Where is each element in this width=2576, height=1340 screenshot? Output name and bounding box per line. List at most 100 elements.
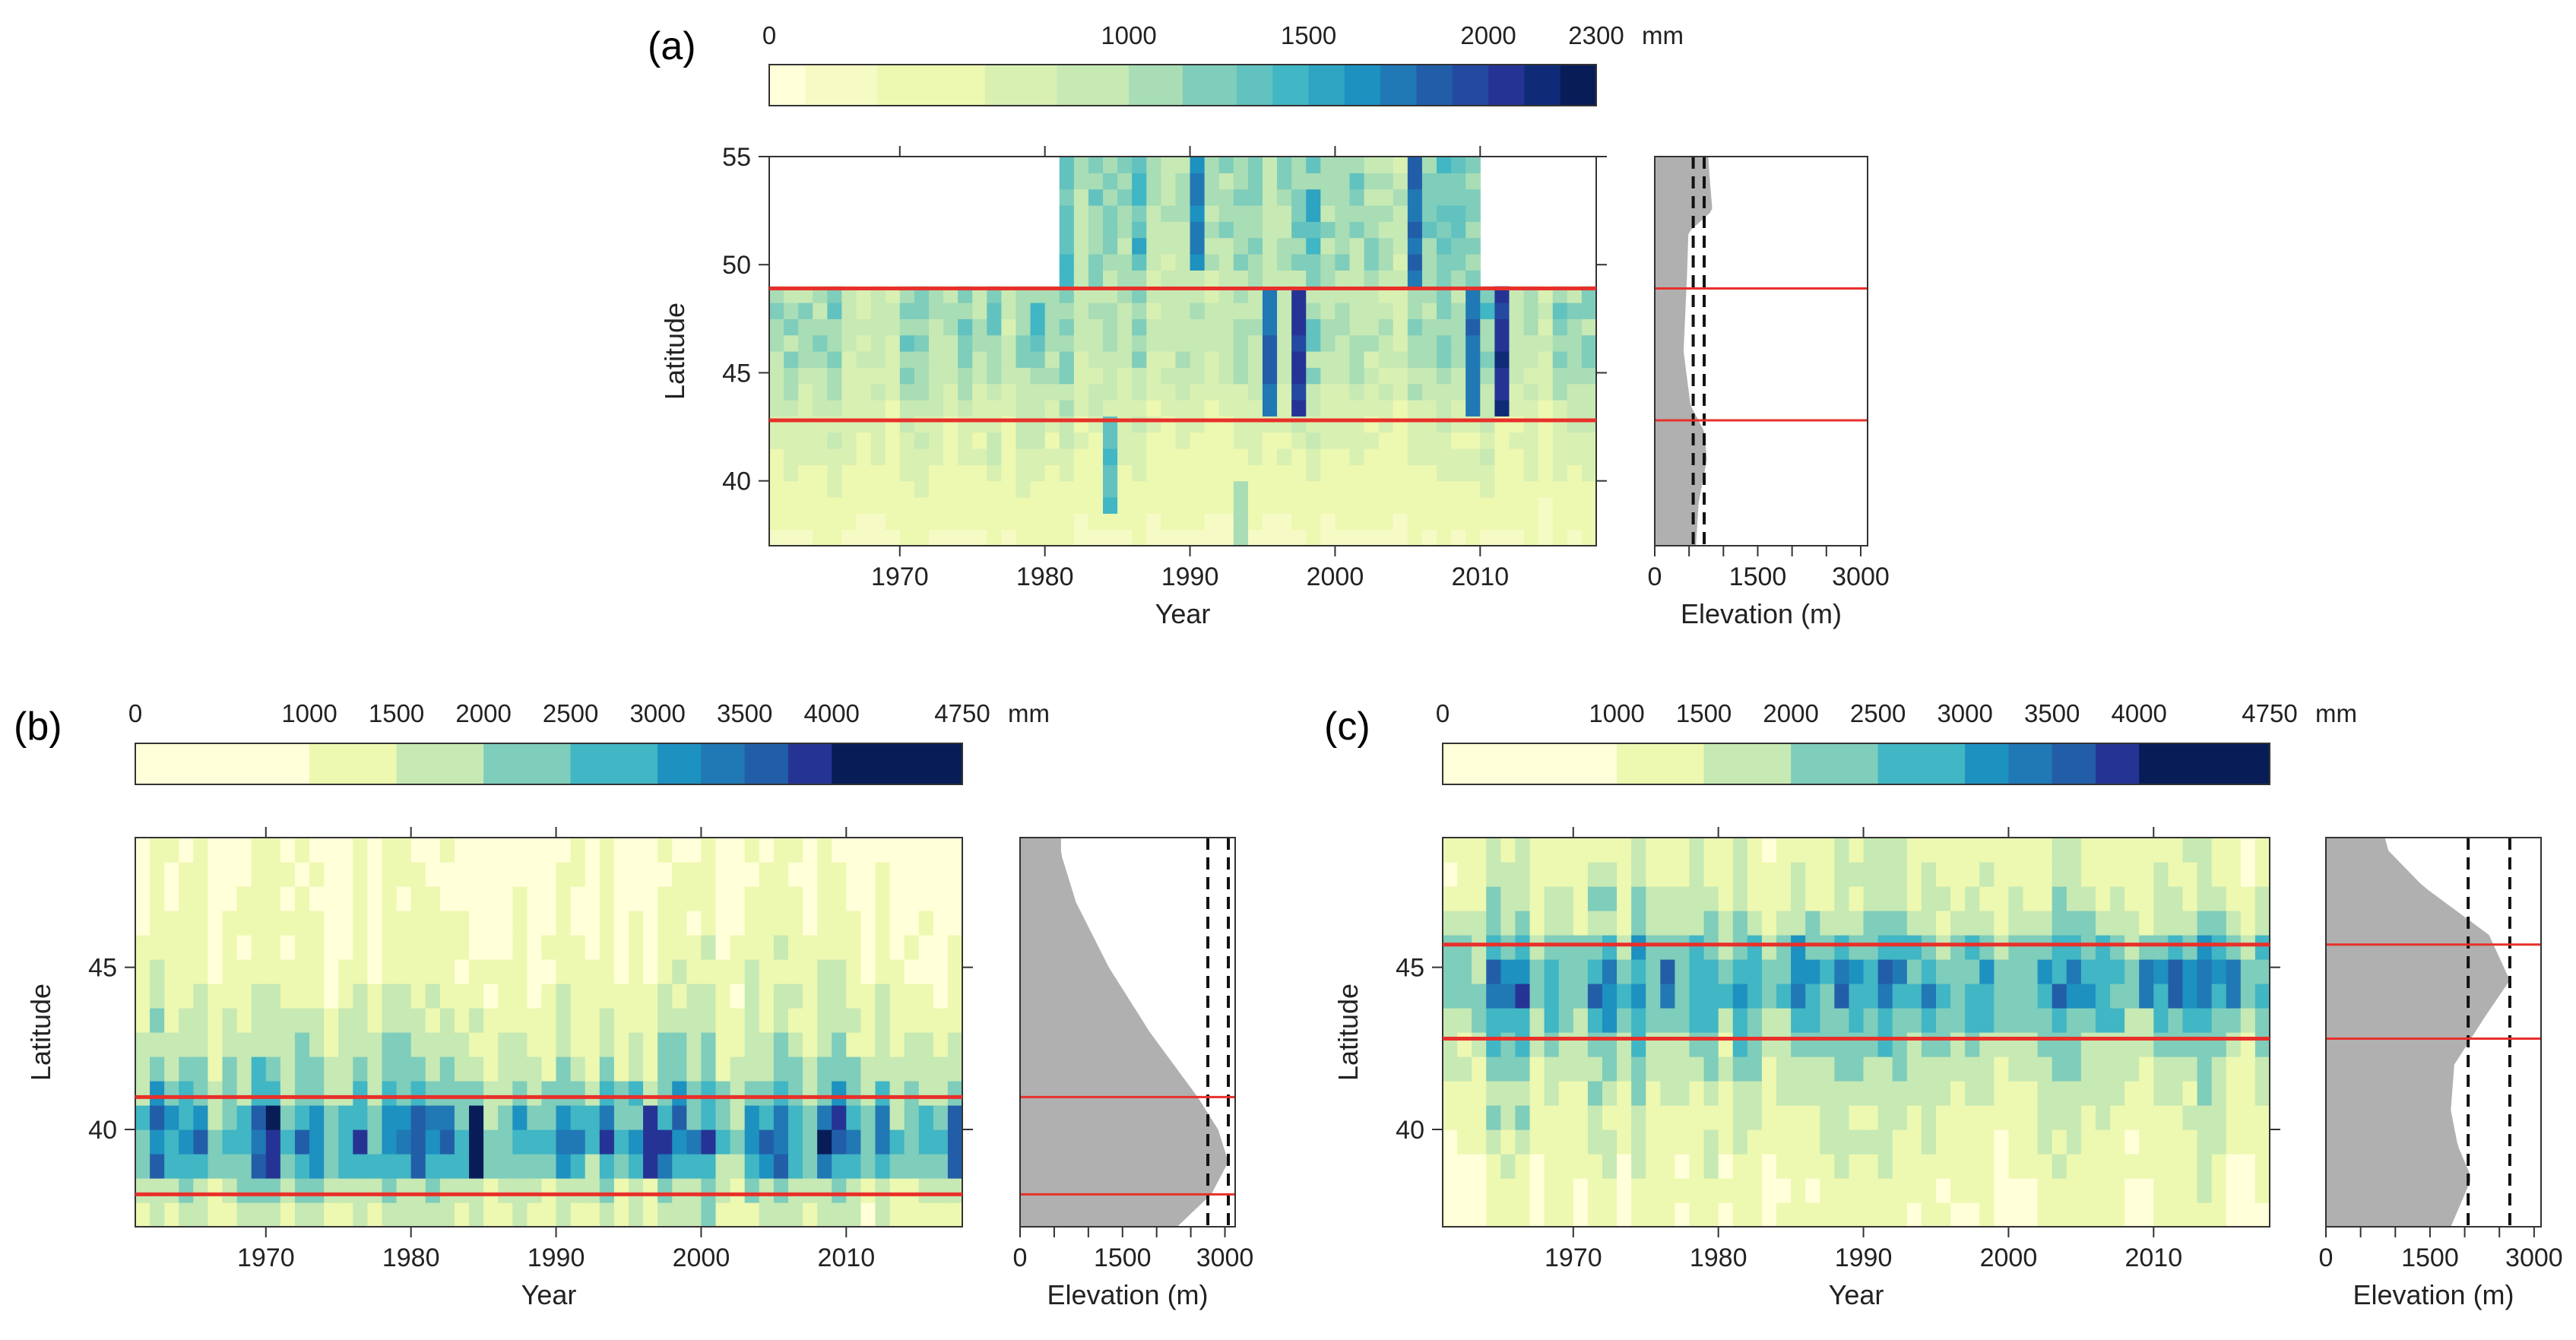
- heatmap-cell: [744, 1056, 760, 1082]
- heatmap-cell: [1190, 513, 1206, 531]
- heatmap-cell: [773, 862, 789, 887]
- heatmap-cell: [1349, 270, 1365, 287]
- heatmap-cell: [1044, 383, 1060, 401]
- heatmap-cell: [846, 1081, 861, 1106]
- heatmap-cell: [1030, 480, 1046, 498]
- heatmap-cell: [1335, 303, 1351, 319]
- heatmap-cell: [1965, 911, 1980, 936]
- heatmap-cell: [841, 480, 857, 498]
- heatmap-cell: [1117, 270, 1133, 287]
- heatmap-cell: [1175, 205, 1191, 222]
- heatmap-cell: [1675, 935, 1690, 960]
- heatmap-cell: [1175, 318, 1191, 336]
- heatmap-cell: [1190, 367, 1206, 385]
- heatmap-cell: [1480, 318, 1495, 336]
- heatmap-cell: [1233, 334, 1249, 352]
- heatmap-cell: [2095, 838, 2111, 863]
- heatmap-cell: [947, 1202, 963, 1228]
- heatmap-cell: [1581, 464, 1597, 482]
- heatmap-cell: [1349, 334, 1365, 352]
- heatmap-cell: [1935, 1032, 1951, 1057]
- heatmap-cell: [222, 935, 238, 960]
- heatmap-cell: [827, 448, 843, 465]
- heatmap-cell: [150, 1008, 165, 1033]
- heatmap-cell: [1538, 334, 1554, 352]
- heatmap-cell: [599, 935, 615, 960]
- heatmap-cell: [1877, 862, 1893, 887]
- heatmap-cell: [817, 1129, 832, 1155]
- colorbar-swatch: [2052, 743, 2096, 784]
- heatmap-cell: [1500, 862, 1516, 887]
- heatmap-cell: [338, 838, 353, 863]
- heatmap-cell: [1457, 1178, 1472, 1203]
- heatmap-cell: [1480, 367, 1495, 385]
- heatmap-cell: [1877, 1056, 1893, 1082]
- heatmap-cell: [512, 1178, 528, 1203]
- heatmap-cell: [454, 1105, 470, 1130]
- heatmap-cell: [1552, 400, 1568, 417]
- heatmap-cell: [469, 1202, 484, 1228]
- heatmap-cell: [2139, 911, 2154, 936]
- heatmap-cell: [1552, 303, 1568, 319]
- heatmap-cell: [1994, 1178, 2010, 1203]
- heatmap-cell: [222, 1105, 238, 1130]
- heatmap-cell: [1218, 318, 1234, 336]
- heatmap-cell: [1218, 188, 1234, 206]
- panel-label: (c): [1324, 705, 1370, 749]
- heatmap-cell: [2052, 1202, 2067, 1228]
- heatmap-cell: [1175, 529, 1191, 546]
- heatmap-cell: [309, 886, 325, 911]
- heatmap-cell: [803, 959, 818, 984]
- heatmap-cell: [1103, 464, 1118, 482]
- heatmap-cell: [1349, 351, 1365, 368]
- heatmap-cell: [870, 318, 886, 336]
- heatmap-cell: [1558, 1154, 1574, 1179]
- heatmap-cell: [686, 1056, 702, 1082]
- heatmap-cell: [1523, 497, 1539, 514]
- heatmap-cell: [353, 984, 369, 1009]
- heatmap-cell: [1247, 286, 1263, 303]
- heatmap-cell: [1877, 984, 1893, 1009]
- heatmap-cell: [769, 464, 784, 482]
- heatmap-cell: [1892, 1056, 1908, 1082]
- heatmap-cell: [2066, 1032, 2082, 1057]
- heatmap-cell: [2008, 935, 2024, 960]
- heatmap-cell: [1877, 1178, 1893, 1203]
- heatmap-cell: [1291, 367, 1307, 385]
- heatmap-cell: [672, 935, 687, 960]
- heatmap-cell: [643, 1032, 658, 1057]
- heatmap-cell: [2037, 1105, 2053, 1130]
- heatmap-cell: [1393, 205, 1408, 222]
- heatmap-cell: [1320, 448, 1336, 465]
- heatmap-cell: [2110, 1008, 2125, 1033]
- heatmap-cell: [1689, 1154, 1705, 1179]
- heatmap-cell: [1906, 1202, 1922, 1228]
- heatmap-cell: [1277, 286, 1292, 303]
- x-axis-label: Year: [1829, 1279, 1884, 1310]
- heatmap-cell: [2080, 838, 2096, 863]
- heatmap-cell: [2211, 1202, 2227, 1228]
- heatmap-cell: [1602, 838, 1618, 863]
- heatmap-cell: [193, 1008, 209, 1033]
- heatmap-cell: [1965, 1105, 1980, 1130]
- heatmap-cell: [885, 448, 901, 465]
- heatmap-cell: [2124, 1129, 2140, 1155]
- heatmap-cell: [928, 367, 944, 385]
- heatmap-cell: [1407, 270, 1423, 287]
- x-axis-label: Year: [1155, 598, 1211, 629]
- heatmap-cell: [856, 497, 872, 514]
- heatmap-cell: [396, 838, 412, 863]
- heatmap-cell: [1494, 334, 1510, 352]
- heatmap-cell: [1646, 838, 1661, 863]
- heatmap-cell: [1472, 1105, 1487, 1130]
- heatmap-cell: [657, 838, 673, 863]
- heatmap-cell: [1161, 205, 1177, 222]
- heatmap-cell: [1892, 1178, 1908, 1203]
- heatmap-cell: [947, 1032, 963, 1057]
- heatmap-cell: [1523, 513, 1539, 531]
- heatmap-cell: [813, 351, 828, 368]
- elevation-frame: [1019, 837, 1236, 1228]
- heatmap-cell: [1465, 464, 1481, 482]
